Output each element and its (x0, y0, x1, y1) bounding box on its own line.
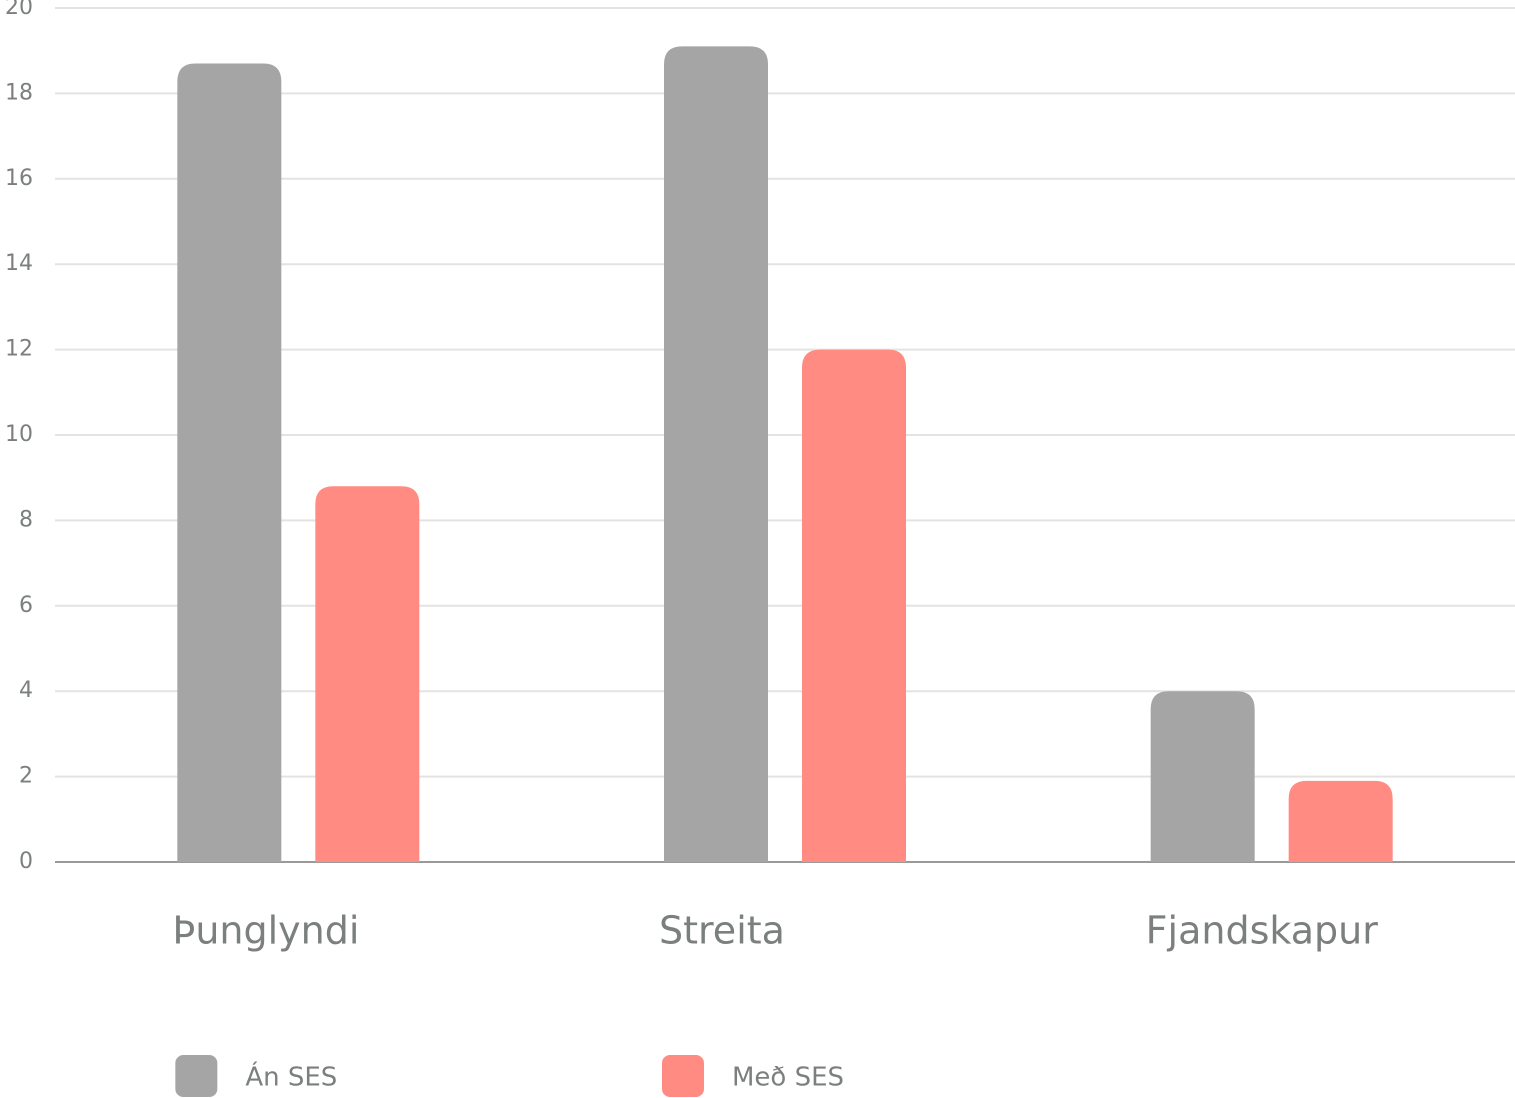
legend-swatch (662, 1055, 704, 1097)
bar (1288, 780, 1393, 862)
bar (802, 349, 906, 863)
legend-swatch (175, 1055, 218, 1097)
y-tick-label: 10 (5, 422, 33, 447)
legend-label: Án SES (245, 1061, 337, 1093)
bar (664, 46, 768, 863)
y-tick-label: 18 (5, 80, 33, 105)
y-tick-label: 12 (5, 337, 33, 362)
x-tick-label: Streita (659, 909, 785, 953)
y-tick-label: 8 (19, 507, 33, 532)
y-tick-label: 2 (19, 764, 33, 789)
bar (315, 486, 420, 862)
bar (1150, 691, 1255, 862)
y-tick-label: 14 (5, 251, 33, 276)
legend-label: Með SES (732, 1063, 844, 1093)
y-tick-label: 6 (19, 593, 33, 618)
x-tick-label: Þunglyndi (172, 909, 359, 953)
x-tick-label: Fjandskapur (1146, 909, 1379, 953)
y-tick-label: 4 (19, 678, 33, 703)
y-tick-label: 20 (5, 0, 33, 20)
y-tick-label: 0 (19, 849, 33, 874)
bar (177, 63, 282, 862)
y-tick-label: 16 (5, 166, 33, 191)
